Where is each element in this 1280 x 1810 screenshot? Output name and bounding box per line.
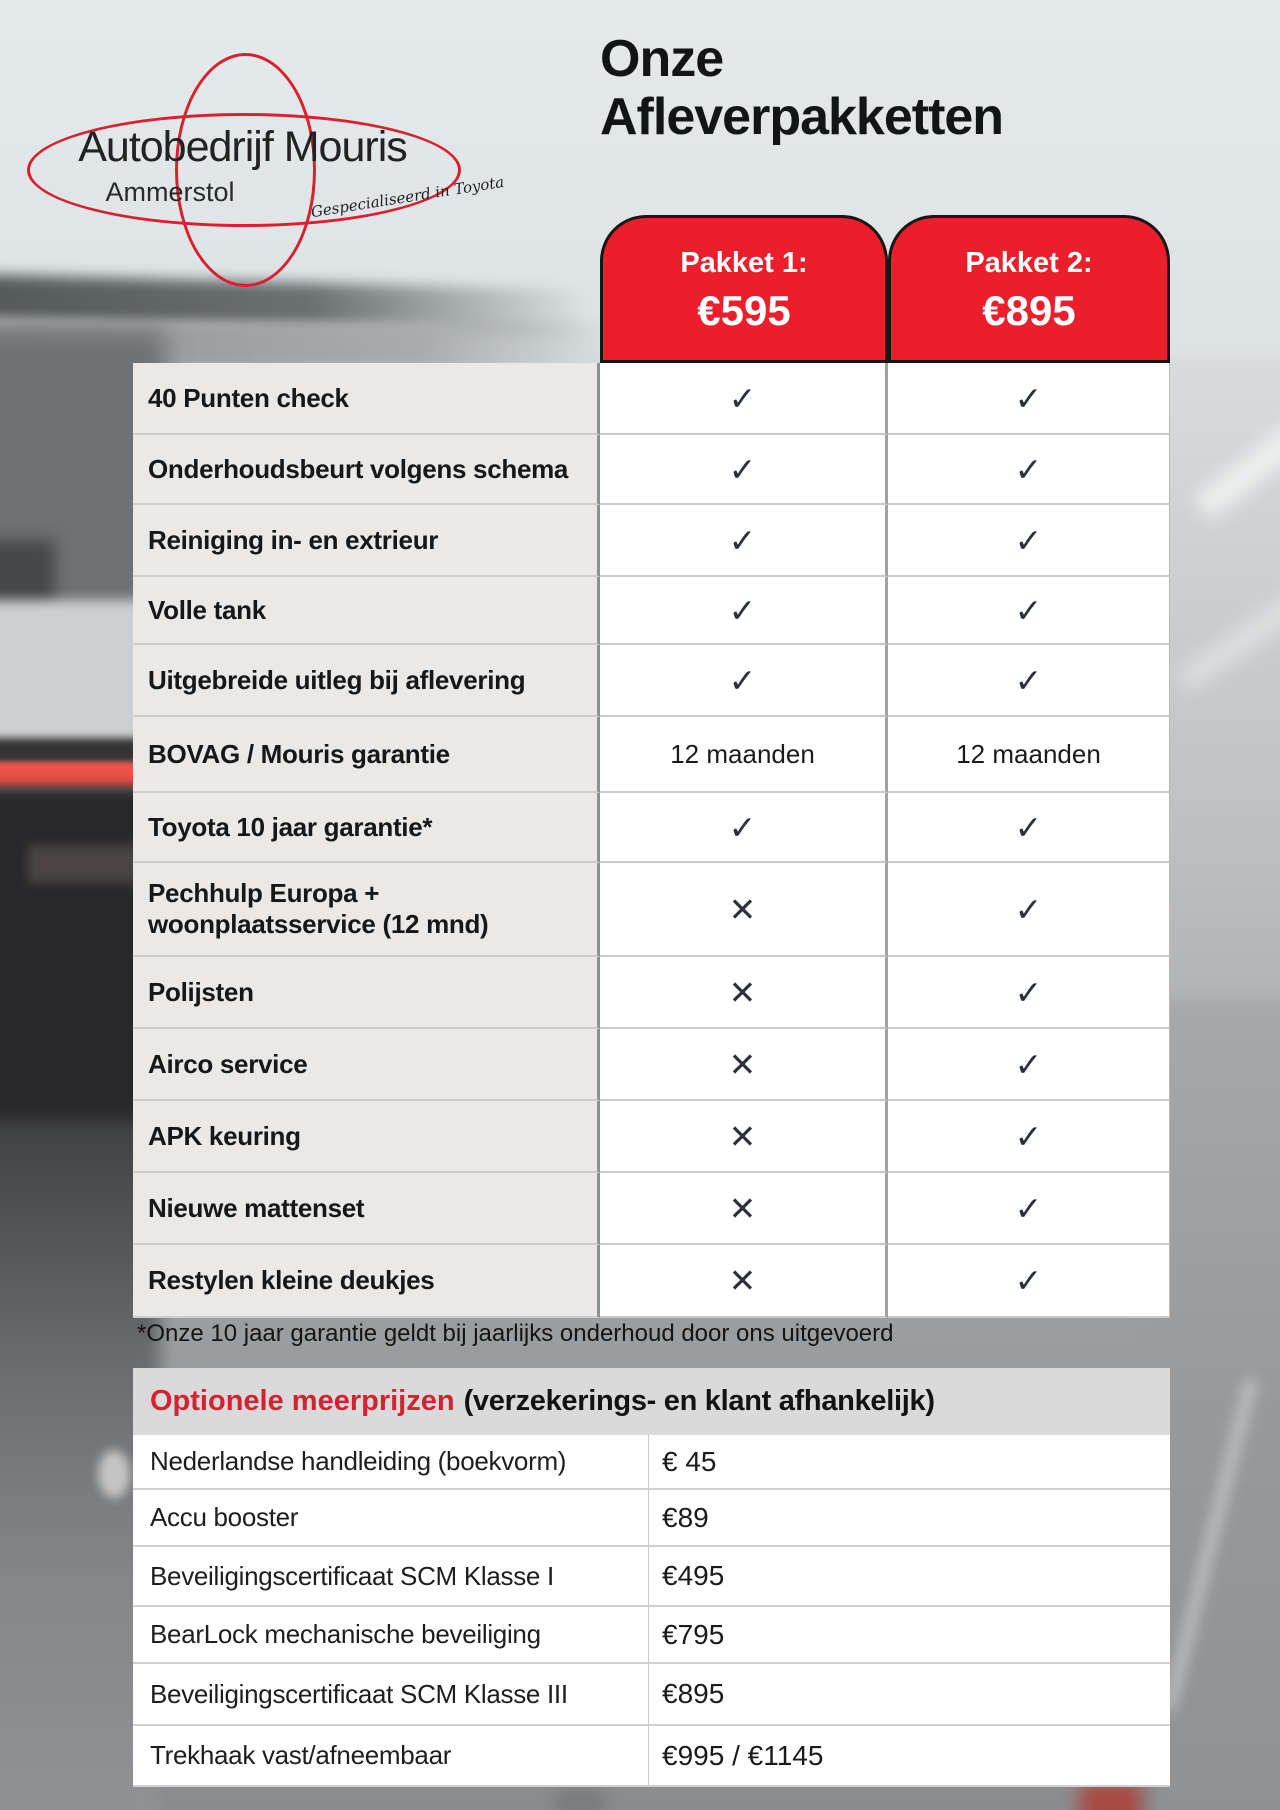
table-row: Pechhulp Europa + woonplaatsservice (12 … [133,863,1170,957]
feature-label: Volle tank [133,577,600,645]
options-title: Optionele meerprijzen [150,1385,455,1417]
option-price: €495 [662,1560,725,1591]
dealer-logo: Autobedrijf Mouris Ammerstol Gespecialis… [15,25,505,295]
package2-value-cell: ✓ [888,363,1170,435]
table-row: Restylen kleine deukjes ✕ ✓ [133,1245,1170,1318]
table-row: Airco service ✕ ✓ [133,1029,1170,1101]
option-row: Beveiligingscertificaat SCM Klasse I €49… [133,1547,1170,1607]
option-row: Accu booster €89 [133,1490,1170,1547]
bg-taillight-left [0,762,150,789]
logo-ellipse-vertical [175,53,316,287]
feature-label: 40 Punten check [133,363,600,435]
package2-price: €895 [982,287,1076,334]
package1-value-cell: ✕ [600,863,888,957]
table-row: BOVAG / Mouris garantie 12 maanden 12 ma… [133,717,1170,793]
page-title-line1: Onze [600,30,724,88]
guarantee-footnote: *Onze 10 jaar garantie geldt bij jaarlij… [137,1320,894,1347]
package1-value-cell: ✕ [600,1101,888,1173]
option-row: Trekhaak vast/afneembaar €995 / €1145 [133,1726,1170,1787]
option-price: €995 / €1145 [662,1739,824,1771]
options-header: Optionele meerprijzen (verzekerings- en … [133,1368,1170,1435]
package2-value-cell: ✓ [888,957,1170,1029]
package2-value-cell: ✓ [888,1101,1170,1173]
table-row: Volle tank ✓ ✓ [133,577,1170,645]
bg-reflection-left [98,1450,130,1498]
table-row: APK keuring ✕ ✓ [133,1101,1170,1173]
package1-value-cell: ✓ [600,645,888,717]
package1-value-cell: ✕ [600,1245,888,1318]
bg-smudge-bottom [555,1788,605,1810]
feature-label: Nieuwe mattenset [133,1173,600,1245]
package1-value-cell: ✓ [600,435,888,505]
feature-label: Pechhulp Europa + woonplaatsservice (12 … [133,863,600,957]
feature-table: 40 Punten check ✓ ✓ Onderhoudsbeurt volg… [133,363,1170,1318]
package2-value-cell: ✓ [888,577,1170,645]
table-row: 40 Punten check ✓ ✓ [133,363,1170,435]
option-price: € 45 [662,1445,717,1477]
table-row: Toyota 10 jaar garantie* ✓ ✓ [133,793,1170,863]
feature-label: Onderhoudsbeurt volgens schema [133,435,600,505]
feature-label: Restylen kleine deukjes [133,1245,600,1318]
package1-value-cell: ✕ [600,1173,888,1245]
package2-value-cell: ✓ [888,505,1170,577]
option-row: BearLock mechanische beveiliging €795 [133,1607,1170,1664]
option-label: Trekhaak vast/afneembaar [133,1726,649,1785]
table-row: Nieuwe mattenset ✕ ✓ [133,1173,1170,1245]
page-title-line2: Afleverpakketten [600,88,1004,146]
option-row: Beveiligingscertificaat SCM Klasse III €… [133,1664,1170,1726]
table-row: Onderhoudsbeurt volgens schema ✓ ✓ [133,435,1170,505]
package2-value-cell: ✓ [888,435,1170,505]
package1-value-cell: ✓ [600,505,888,577]
package1-header: Pakket 1: €595 [600,215,888,363]
options-subtitle: (verzekerings- en klant afhankelijk) [463,1385,935,1417]
package1-value-cell: ✓ [600,793,888,863]
table-row: Uitgebreide uitleg bij aflevering ✓ ✓ [133,645,1170,717]
package2-value-cell: ✓ [888,863,1170,957]
logo-name: Autobedrijf Mouris [78,123,408,171]
option-row: Nederlandse handleiding (boekvorm) € 45 [133,1435,1170,1490]
package1-value-cell: ✓ [600,363,888,435]
package2-value-cell: ✓ [888,1245,1170,1318]
bg-dark-band-left [0,738,155,766]
feature-label: APK keuring [133,1101,600,1173]
options-table: Optionele meerprijzen (verzekerings- en … [133,1368,1170,1787]
table-row: Reiniging in- en extrieur ✓ ✓ [133,505,1170,577]
package1-name: Pakket 1: [680,247,808,279]
package1-value-cell: ✕ [600,957,888,1029]
package-tabs: Pakket 1: €595 Pakket 2: €895 [133,215,1170,363]
bg-license-plate-hint [28,845,140,883]
package1-value-cell: ✓ [600,577,888,645]
option-label: Beveiligingscertificaat SCM Klasse I [133,1547,649,1605]
package2-value-cell: ✓ [888,1173,1170,1245]
bg-car-panel-left [0,600,155,750]
option-price: €89 [662,1501,709,1533]
feature-label: Toyota 10 jaar garantie* [133,793,600,863]
package2-value-cell: ✓ [888,1029,1170,1101]
page-title: Onze Afleverpakketten [600,30,1200,146]
option-price: €795 [662,1618,725,1650]
option-label: BearLock mechanische beveiliging [133,1607,649,1662]
option-price: €895 [662,1678,725,1709]
package2-value-cell: 12 maanden [888,717,1170,793]
package1-price: €595 [697,287,791,334]
package2-value-cell: ✓ [888,645,1170,717]
option-label: Accu booster [133,1490,649,1545]
feature-label: BOVAG / Mouris garantie [133,717,600,793]
package1-value-cell: 12 maanden [600,717,888,793]
package2-value-cell: ✓ [888,793,1170,863]
feature-label: Uitgebreide uitleg bij aflevering [133,645,600,717]
option-label: Nederlandse handleiding (boekvorm) [133,1435,649,1488]
feature-label: Polijsten [133,957,600,1029]
package1-value-cell: ✕ [600,1029,888,1101]
feature-label: Airco service [133,1029,600,1101]
option-label: Beveiligingscertificaat SCM Klasse III [133,1664,649,1724]
package2-header: Pakket 2: €895 [888,215,1170,363]
table-row: Polijsten ✕ ✓ [133,957,1170,1029]
logo-city: Ammerstol [105,177,235,207]
feature-label: Reiniging in- en extrieur [133,505,600,577]
package2-name: Pakket 2: [965,247,1093,279]
